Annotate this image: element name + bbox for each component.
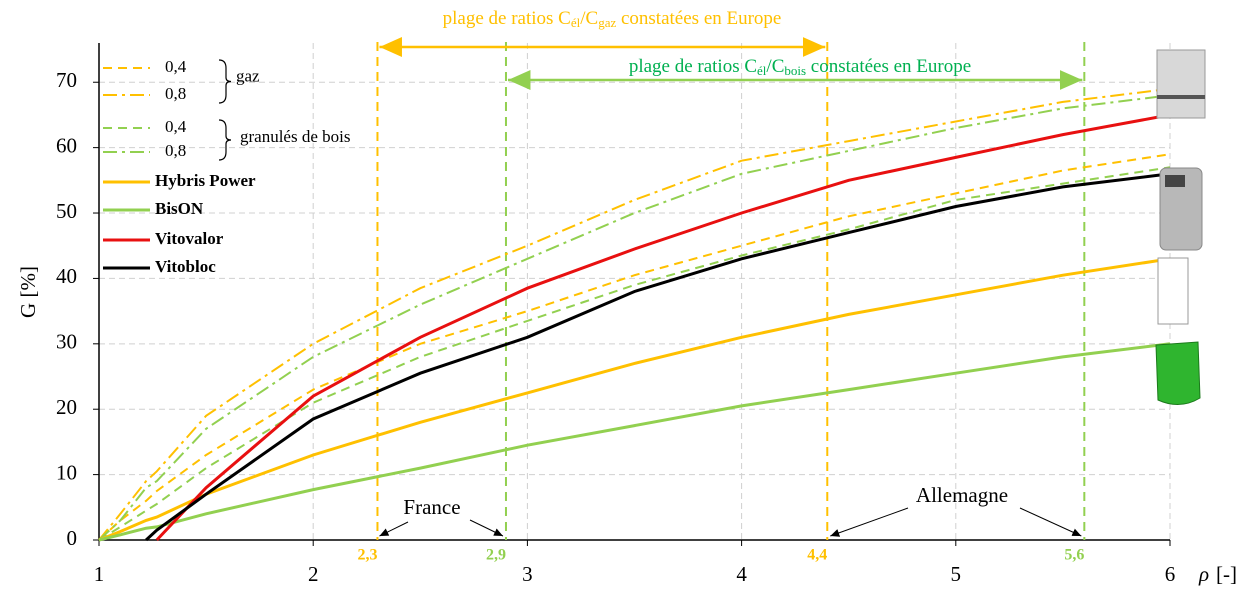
series-line — [155, 113, 1171, 542]
series-line — [98, 166, 1171, 541]
reference-label: 2,9 — [486, 547, 506, 564]
range-label: plage de ratios Cél/Cgaz constatées en E… — [443, 8, 782, 30]
legend-label: Hybris Power — [155, 171, 256, 190]
device-images — [1155, 49, 1206, 405]
x-axis-label-unit: [-] — [1216, 562, 1237, 586]
legend-label: 0,8 — [165, 141, 186, 160]
y-tick-label: 0 — [67, 526, 78, 550]
range-label-part: /C — [580, 8, 598, 29]
annotation-arrow — [469, 519, 504, 537]
reference-label: 5,6 — [1064, 547, 1084, 564]
y-tick-label: 60 — [56, 133, 77, 157]
device-cylinder — [1159, 167, 1203, 251]
reference-label: 4,4 — [807, 547, 827, 564]
device-boiler — [1156, 49, 1206, 119]
y-tick-label: 10 — [56, 460, 77, 484]
device-detail — [1165, 175, 1185, 187]
legend-label: Vitovalor — [155, 229, 224, 248]
range-label-part: plage de ratios C — [629, 56, 757, 77]
legend-group-label: granulés de bois — [240, 127, 350, 146]
x-tick-label: 3 — [522, 562, 533, 586]
range-label: plage de ratios Cél/Cbois constatées en … — [629, 56, 971, 78]
y-tick-label: 20 — [56, 395, 77, 419]
legend-label: 0,4 — [165, 117, 187, 136]
legend-label: Vitobloc — [155, 257, 216, 276]
series-line — [98, 342, 1171, 542]
annotation: France — [403, 495, 460, 519]
legend-label: 0,4 — [165, 57, 187, 76]
x-tick-label: 4 — [736, 562, 747, 586]
x-tick-label: 6 — [1165, 562, 1176, 586]
range-label-part: /C — [766, 56, 784, 77]
legend-label: 0,8 — [165, 84, 186, 103]
annotation-arrow — [379, 521, 409, 537]
series-line — [98, 87, 1171, 541]
annotation: Allemagne — [916, 483, 1008, 507]
x-axis-label-symbol: ρ — [1198, 562, 1209, 586]
range-label-subscript: él — [757, 63, 767, 78]
range-label-subscript: gaz — [598, 15, 616, 30]
y-axis-label: G [%] — [16, 266, 40, 318]
reference-label: 2,3 — [357, 547, 377, 564]
legend-label: BisON — [155, 199, 204, 218]
range-label-part: constatées en Europe — [806, 56, 971, 77]
y-tick-label: 30 — [56, 330, 77, 354]
x-tick-label: 5 — [951, 562, 962, 586]
y-tick-label: 50 — [56, 199, 77, 223]
range-label-subscript: bois — [784, 63, 806, 78]
range-label-part: plage de ratios C — [443, 8, 571, 29]
y-tick-label: 70 — [56, 68, 77, 92]
device-pellet-boiler — [1155, 341, 1201, 405]
series-line — [98, 94, 1171, 541]
annotation-arrow — [1019, 507, 1082, 537]
range-label-part: constatées en Europe — [616, 8, 781, 29]
series-line — [98, 257, 1171, 542]
series-line — [145, 172, 1171, 542]
legend-brace — [218, 119, 232, 161]
range-label-subscript: él — [571, 15, 581, 30]
x-tick-label: 1 — [94, 562, 105, 586]
x-tick-label: 2 — [308, 562, 319, 586]
series-line — [98, 153, 1171, 541]
legend-brace — [218, 59, 232, 104]
legend-group-label: gaz — [236, 66, 260, 85]
annotation-arrow — [830, 507, 909, 537]
device-wall-boiler — [1157, 257, 1189, 325]
y-tick-label: 40 — [56, 264, 77, 288]
device-detail — [1157, 95, 1205, 99]
